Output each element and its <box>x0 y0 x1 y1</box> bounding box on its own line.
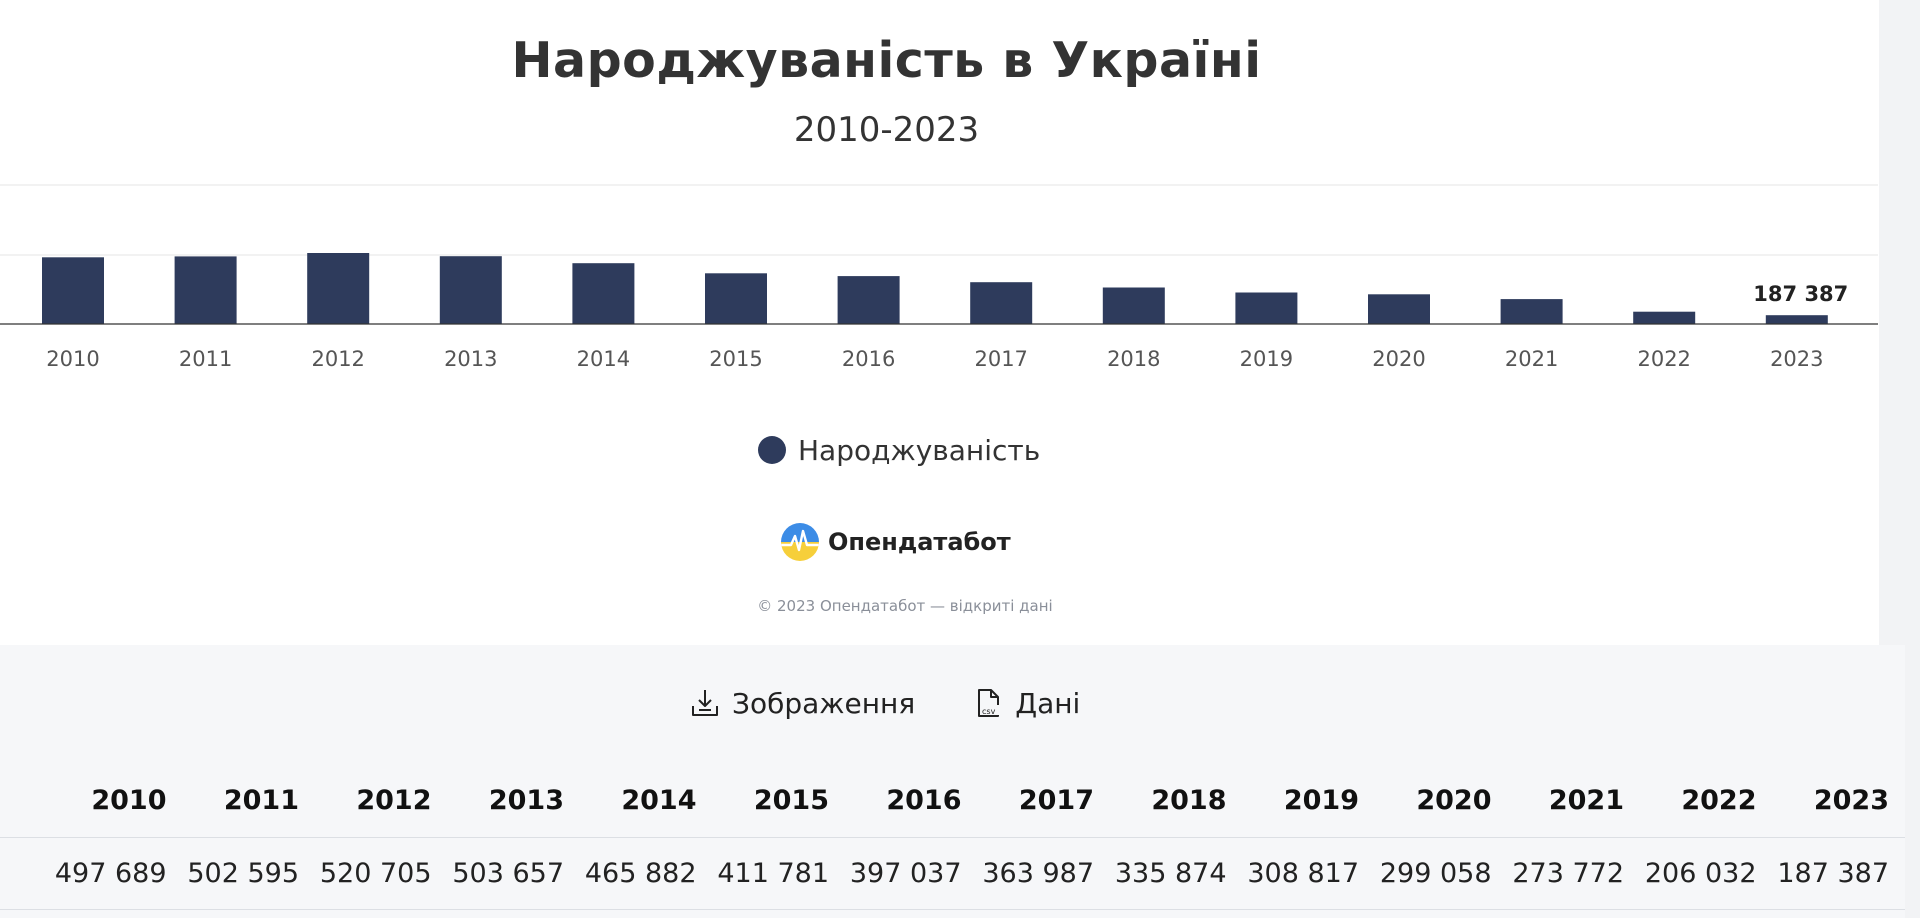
table-cell: 497 689 <box>50 837 183 910</box>
download-image-button[interactable]: Зображення <box>690 687 915 720</box>
bar-2016 <box>837 276 900 324</box>
data-label-2023: 187 387 <box>1753 282 1848 306</box>
bar-2022 <box>1633 311 1696 324</box>
table-header-cell: 2019 <box>1242 765 1375 838</box>
table-cell: 503 657 <box>447 837 580 910</box>
download-image-label: Зображення <box>732 686 916 720</box>
x-tick-2010: 2010 <box>46 347 99 371</box>
table-cell: 273 772 <box>1507 837 1640 910</box>
table-header-cell: 2018 <box>1110 765 1243 838</box>
credits[interactable]: © 2023 Опендатабот — відкриті дані <box>757 597 1053 615</box>
table-header-cell: 2016 <box>845 765 978 838</box>
bar-2013 <box>439 256 502 324</box>
download-icon <box>692 690 718 716</box>
bar-2019 <box>1235 292 1298 324</box>
table-spacer <box>0 837 50 910</box>
table-header-cell: 2011 <box>182 765 315 838</box>
bar-2010 <box>42 257 104 324</box>
table-cell: 520 705 <box>315 837 448 910</box>
x-tick-2018: 2018 <box>1107 347 1160 371</box>
export-actions: Зображення csv Дані <box>690 685 1080 721</box>
download-data-button[interactable]: csv Дані <box>973 687 1080 720</box>
table-header-cell: 2013 <box>447 765 580 838</box>
x-tick-2017: 2017 <box>974 347 1027 371</box>
bar-2018 <box>1102 287 1165 324</box>
bar-2021 <box>1500 299 1563 324</box>
table-header-cell: 2017 <box>977 765 1110 838</box>
x-tick-2019: 2019 <box>1240 347 1293 371</box>
x-tick-2016: 2016 <box>842 347 895 371</box>
csv-file-icon: csv <box>978 689 1002 717</box>
x-tick-2012: 2012 <box>311 347 364 371</box>
table-header-cell: 2020 <box>1375 765 1508 838</box>
bar-2014 <box>572 263 635 324</box>
x-tick-2021: 2021 <box>1505 347 1558 371</box>
legend-label: Народжуваність <box>798 433 1041 467</box>
table-header-cell: 2015 <box>712 765 845 838</box>
brand-name: Опендатабот <box>828 528 1011 556</box>
table-header-cell: 2021 <box>1507 765 1640 838</box>
table-cell: 363 987 <box>977 837 1110 910</box>
table-header-cell: 2022 <box>1640 765 1773 838</box>
table-cell: 465 882 <box>580 837 713 910</box>
x-tick-2023: 2023 <box>1770 347 1823 371</box>
bar-chart: 2010 2011 2012 2013 2014 2015 2016 2017 2018 2019… <box>0 184 1878 371</box>
table-header-cell: 2010 <box>50 765 183 838</box>
data-panel: Зображення csv Дані 2010 2011 2012 2013 2014… <box>0 645 1905 918</box>
table-header-cell: 2012 <box>315 765 448 838</box>
table-header-cell: 2014 <box>580 765 713 838</box>
legend[interactable]: Народжуваність <box>758 430 1040 470</box>
bar-2023 <box>1765 315 1828 324</box>
chart-card: Народжуваність в Україні 2010-2023 2010 2… <box>0 32 1878 615</box>
x-tick-2011: 2011 <box>179 347 232 371</box>
download-data-label: Дані <box>1015 686 1081 720</box>
legend-marker <box>758 436 786 464</box>
table-cell: 411 781 <box>712 837 845 910</box>
table-cell: 335 874 <box>1110 837 1243 910</box>
x-tick-2022: 2022 <box>1637 347 1690 371</box>
bar-2017 <box>970 282 1033 324</box>
chart-subtitle: 2010-2023 <box>793 110 980 150</box>
table-cell: 502 595 <box>182 837 315 910</box>
table-cell: 397 037 <box>845 837 978 910</box>
table-spacer <box>0 765 50 838</box>
bar-2015 <box>705 273 767 324</box>
brand: Опендатабот <box>780 521 1011 563</box>
table-header-cell: 2023 <box>1772 765 1905 838</box>
table-cell: 299 058 <box>1375 837 1508 910</box>
table-cell: 187 387 <box>1772 837 1905 910</box>
x-tick-2020: 2020 <box>1372 347 1425 371</box>
bar-2020 <box>1368 294 1430 324</box>
table-cell: 308 817 <box>1242 837 1375 910</box>
bar-2012 <box>307 253 370 324</box>
table-header-row: 2010 2011 2012 2013 2014 2015 2016 2017 2018 2019… <box>0 765 1905 838</box>
chart-title: Народжуваність в Україні <box>511 32 1262 89</box>
table-cell: 206 032 <box>1640 837 1773 910</box>
data-table: 2010 2011 2012 2013 2014 2015 2016 2017 2018 2019… <box>0 765 1905 910</box>
table-row: 497 689 502 595 520 705 503 657 465 882 411 7… <box>0 837 1905 910</box>
opendatabot-logo-icon <box>781 523 819 561</box>
x-tick-2014: 2014 <box>577 347 630 371</box>
x-tick-2015: 2015 <box>709 347 762 371</box>
svg-text:csv: csv <box>982 707 996 716</box>
x-tick-2013: 2013 <box>444 347 497 371</box>
bar-2011 <box>174 256 237 324</box>
